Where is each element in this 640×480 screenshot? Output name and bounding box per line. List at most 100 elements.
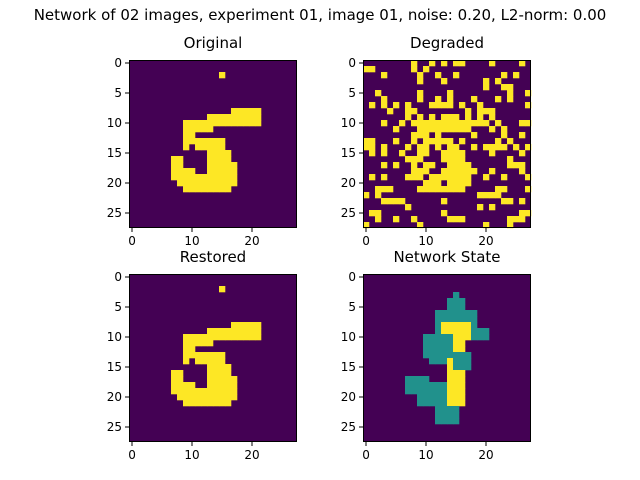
pixel-cell	[435, 174, 442, 181]
pixel-cell	[459, 382, 466, 389]
pixel-cell	[423, 180, 430, 187]
pixel-cell	[471, 316, 478, 323]
pixel-cell	[423, 388, 430, 395]
pixel-cell	[255, 114, 262, 121]
pixel-cell	[483, 174, 490, 181]
pixel-cell	[225, 156, 232, 163]
pixel-cell	[459, 358, 466, 365]
pixel-cell	[483, 120, 490, 127]
pixel-cell	[465, 358, 472, 365]
pixel-cell	[441, 310, 448, 317]
pixel-cell	[189, 334, 196, 341]
pixel-cell	[483, 328, 490, 335]
pixel-cell	[405, 102, 412, 109]
pixel-cell	[213, 180, 220, 187]
pixel-cell	[513, 144, 520, 151]
pixel-cell	[447, 310, 454, 317]
pixel-cell	[369, 174, 376, 181]
axes-frame	[129, 60, 297, 228]
pixel-cell	[405, 174, 412, 181]
pixel-cell	[453, 334, 460, 341]
pixel-cell	[399, 150, 406, 157]
pixel-cell	[411, 108, 418, 115]
pixel-cell	[447, 90, 454, 97]
pixel-cell	[249, 120, 256, 127]
pixel-cell	[441, 340, 448, 347]
pixel-cell	[177, 394, 184, 401]
pixel-cell	[519, 168, 526, 175]
pixel-cell	[441, 388, 448, 395]
pixel-cell	[213, 376, 220, 383]
pixel-cell	[471, 96, 478, 103]
pixel-cell	[477, 328, 484, 335]
pixel-cell	[465, 120, 472, 127]
pixel-cell	[429, 352, 436, 359]
pixel-cell	[447, 370, 454, 377]
pixel-cell	[447, 334, 454, 341]
pixel-cell	[243, 322, 250, 329]
pixel-cell	[177, 370, 184, 377]
pixel-cell	[171, 370, 178, 377]
pixel-cell	[453, 316, 460, 323]
pixel-cell	[483, 84, 490, 91]
pixel-cell	[201, 388, 208, 395]
pixel-cell	[207, 168, 214, 175]
pixel-cell	[207, 334, 214, 341]
pixel-cell	[207, 180, 214, 187]
pixel-cell	[507, 138, 514, 145]
pixel-cell	[519, 60, 526, 67]
pixel-cell	[381, 120, 388, 127]
pixel-cell	[363, 66, 370, 73]
pixel-cell	[387, 198, 394, 205]
pixel-cell	[525, 90, 532, 97]
pixel-cell	[429, 114, 436, 121]
pixel-cell	[525, 186, 532, 193]
panel-title-original: Original	[183, 34, 243, 52]
pixel-cell	[189, 400, 196, 407]
pixel-cell	[459, 126, 466, 133]
pixel-cell	[225, 376, 232, 383]
pixel-cell	[219, 286, 226, 293]
pixel-cell	[393, 102, 400, 109]
pixel-cell	[489, 204, 496, 211]
pixel-cell	[465, 310, 472, 317]
pixel-cell	[435, 132, 442, 139]
pixel-cell	[453, 352, 460, 359]
pixel-cell	[411, 388, 418, 395]
pixel-cell	[393, 216, 400, 223]
pixel-cell	[411, 376, 418, 383]
pixel-cell	[423, 168, 430, 175]
pixel-cell	[225, 382, 232, 389]
pixel-cell	[453, 298, 460, 305]
pixel-cell	[447, 418, 454, 425]
pixel-cell	[255, 322, 262, 329]
y-tick-label: 20	[341, 176, 356, 190]
pixel-cell	[201, 334, 208, 341]
pixel-cell	[495, 138, 502, 145]
pixel-cell	[375, 192, 382, 199]
pixel-cell	[435, 120, 442, 127]
pixel-cell	[231, 376, 238, 383]
pixel-cell	[513, 162, 520, 169]
pixel-cell	[201, 394, 208, 401]
pixel-cell	[453, 412, 460, 419]
y-tick-label: 15	[107, 360, 122, 374]
pixel-cell	[429, 120, 436, 127]
pixel-cell	[453, 150, 460, 157]
pixel-cell	[435, 72, 442, 79]
pixel-cell	[435, 352, 442, 359]
pixel-cell	[207, 400, 214, 407]
pixel-cell	[231, 174, 238, 181]
pixel-cell	[441, 210, 448, 217]
pixel-cell	[219, 382, 226, 389]
x-tick-label: 20	[478, 234, 493, 248]
image-axes-degraded: 0 10 20 0 5 10 15 20 25	[341, 56, 532, 248]
pixel-cell	[183, 168, 190, 175]
pixel-cell	[447, 162, 454, 169]
pixel-cell	[441, 186, 448, 193]
pixel-cell	[465, 114, 472, 121]
pixel-cell	[459, 394, 466, 401]
pixel-cell	[417, 132, 424, 139]
pixel-cell	[447, 298, 454, 305]
pixel-cell	[441, 346, 448, 353]
